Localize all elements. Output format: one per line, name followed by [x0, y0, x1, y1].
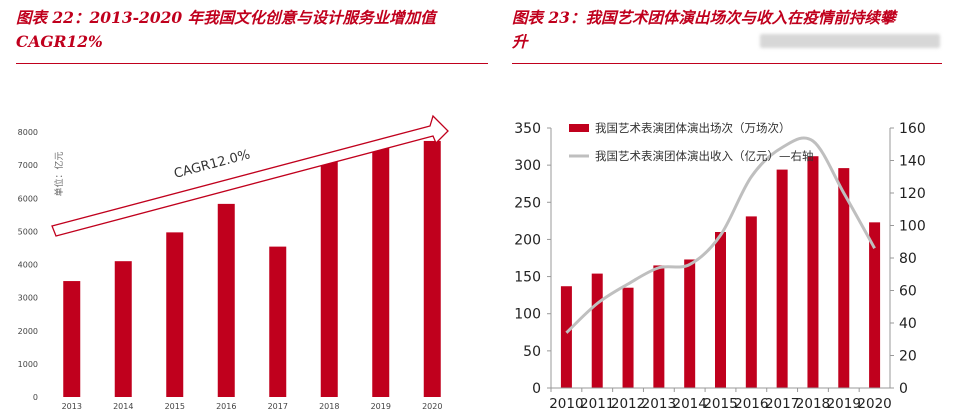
watermark-blur — [760, 34, 940, 48]
right-chart-x-tick-label: 2019 — [827, 396, 861, 412]
right-chart-y2-tick-label: 40 — [899, 316, 917, 332]
right-chart-y-tick-label: 100 — [514, 307, 541, 323]
right-chart-y2-tick-label: 100 — [899, 219, 926, 235]
left-y-tick-label: 3000 — [18, 294, 38, 303]
left-y-tick-label: 8000 — [18, 128, 38, 137]
right-chart-y2-tick-label: 160 — [899, 121, 926, 137]
left-y-tick-label: 1000 — [18, 360, 38, 369]
shows-bar — [838, 168, 850, 388]
right-chart: 0 50 100 150 200 250 300 350 0 20 40 60 80 100 120 140… — [514, 121, 926, 412]
left-y-tick-label: 2000 — [18, 327, 38, 336]
right-chart-x-tick-label: 2013 — [642, 396, 676, 412]
right-chart-title-line1: 图表 23：我国艺术团体演出场次与收入在疫情前持续攀 — [512, 8, 896, 27]
right-chart-x-tick-label: 2012 — [611, 396, 645, 412]
shows-bar — [560, 286, 572, 388]
shows-bar — [715, 232, 726, 388]
legend-bar-label: 我国艺术表演团体演出场次（万场次） — [595, 121, 791, 135]
left-x-tick-label: 2014 — [113, 402, 133, 411]
left-chart-title-line2: CAGR12% — [16, 32, 103, 51]
right-chart-title-line2: 升 — [512, 32, 528, 51]
right-chart-x-tick-label: 2010 — [549, 396, 583, 412]
left-x-tick-label: 2015 — [165, 402, 185, 411]
left-y-tick-label: 4000 — [18, 261, 38, 270]
shows-bar — [745, 216, 757, 388]
shows-bar — [653, 265, 665, 388]
left-y-unit-label: 单位：亿元 — [53, 151, 65, 196]
right-chart-y2-tick-label: 120 — [899, 186, 926, 202]
left-y-tick-label: 5000 — [18, 227, 38, 236]
left-bar — [166, 232, 184, 397]
left-x-tick-label: 2018 — [319, 402, 339, 411]
right-chart-y-tick-label: 250 — [514, 195, 541, 211]
legend-bar-swatch — [569, 124, 589, 132]
left-bar — [372, 143, 390, 397]
cagr-arrow — [51, 114, 449, 237]
shows-bar — [591, 273, 603, 388]
right-chart-y2-tick-label: 60 — [899, 284, 917, 300]
right-chart-y2-tick-label: 0 — [899, 381, 908, 397]
right-chart-y-tick-label: 0 — [532, 381, 541, 397]
right-chart-x-tick-label: 2016 — [734, 396, 768, 412]
revenue-line — [565, 136, 876, 334]
left-bar — [320, 159, 338, 397]
right-chart-x-tick-label: 2011 — [580, 396, 614, 412]
right-chart-y2-tick-label: 80 — [899, 251, 917, 267]
shows-bar — [807, 156, 819, 388]
right-chart-y-tick-label: 200 — [514, 232, 541, 248]
left-y-tick-label: 0 — [33, 393, 38, 402]
left-x-tick-label: 2020 — [422, 402, 442, 411]
right-title-underline — [512, 63, 942, 64]
left-bar — [423, 140, 441, 397]
right-chart-y-tick-label: 50 — [523, 344, 541, 360]
left-y-tick-label: 6000 — [18, 194, 38, 203]
left-y-tick-label: 7000 — [18, 161, 38, 170]
left-bar — [269, 246, 287, 397]
right-chart-title: 图表 23：我国艺术团体演出场次与收入在疫情前持续攀 升 — [512, 6, 948, 54]
right-chart-y-tick-label: 350 — [514, 121, 541, 137]
shows-bar — [622, 287, 634, 388]
left-bar — [63, 281, 81, 397]
right-chart-x-tick-label: 2015 — [703, 396, 737, 412]
shows-bar — [776, 169, 788, 388]
legend: 我国艺术表演团体演出场次（万场次） 我国艺术表演团体演出收入（亿元）—右轴 — [569, 121, 814, 163]
legend-line-label: 我国艺术表演团体演出收入（亿元）—右轴 — [595, 149, 814, 163]
shows-bar — [684, 259, 696, 388]
left-chart: 0 1000 2000 3000 4000 5000 6000 7000 8000 2013 20… — [18, 114, 449, 411]
right-chart-x-tick-label: 2018 — [796, 396, 830, 412]
shows-bar — [869, 222, 881, 388]
right-chart-x-tick-label: 2017 — [765, 396, 799, 412]
left-x-tick-label: 2017 — [268, 402, 288, 411]
left-chart-title-line1: 图表 22：2013-2020 年我国文化创意与设计服务业增加值 — [16, 8, 436, 27]
right-chart-y2-tick-label: 140 — [899, 154, 926, 170]
right-chart-y-tick-label: 150 — [514, 270, 541, 286]
left-x-tick-label: 2016 — [216, 402, 236, 411]
left-bar — [217, 203, 235, 397]
right-chart-y2-tick-label: 20 — [899, 349, 917, 365]
left-bar — [114, 261, 132, 397]
right-chart-y-tick-label: 300 — [514, 158, 541, 174]
right-chart-x-tick-label: 2020 — [857, 396, 891, 412]
right-chart-x-tick-label: 2014 — [673, 396, 707, 412]
left-chart-title: 图表 22：2013-2020 年我国文化创意与设计服务业增加值 CAGR12% — [16, 6, 486, 54]
left-x-tick-label: 2019 — [371, 402, 391, 411]
left-x-tick-label: 2013 — [62, 402, 82, 411]
left-title-underline — [16, 63, 488, 64]
